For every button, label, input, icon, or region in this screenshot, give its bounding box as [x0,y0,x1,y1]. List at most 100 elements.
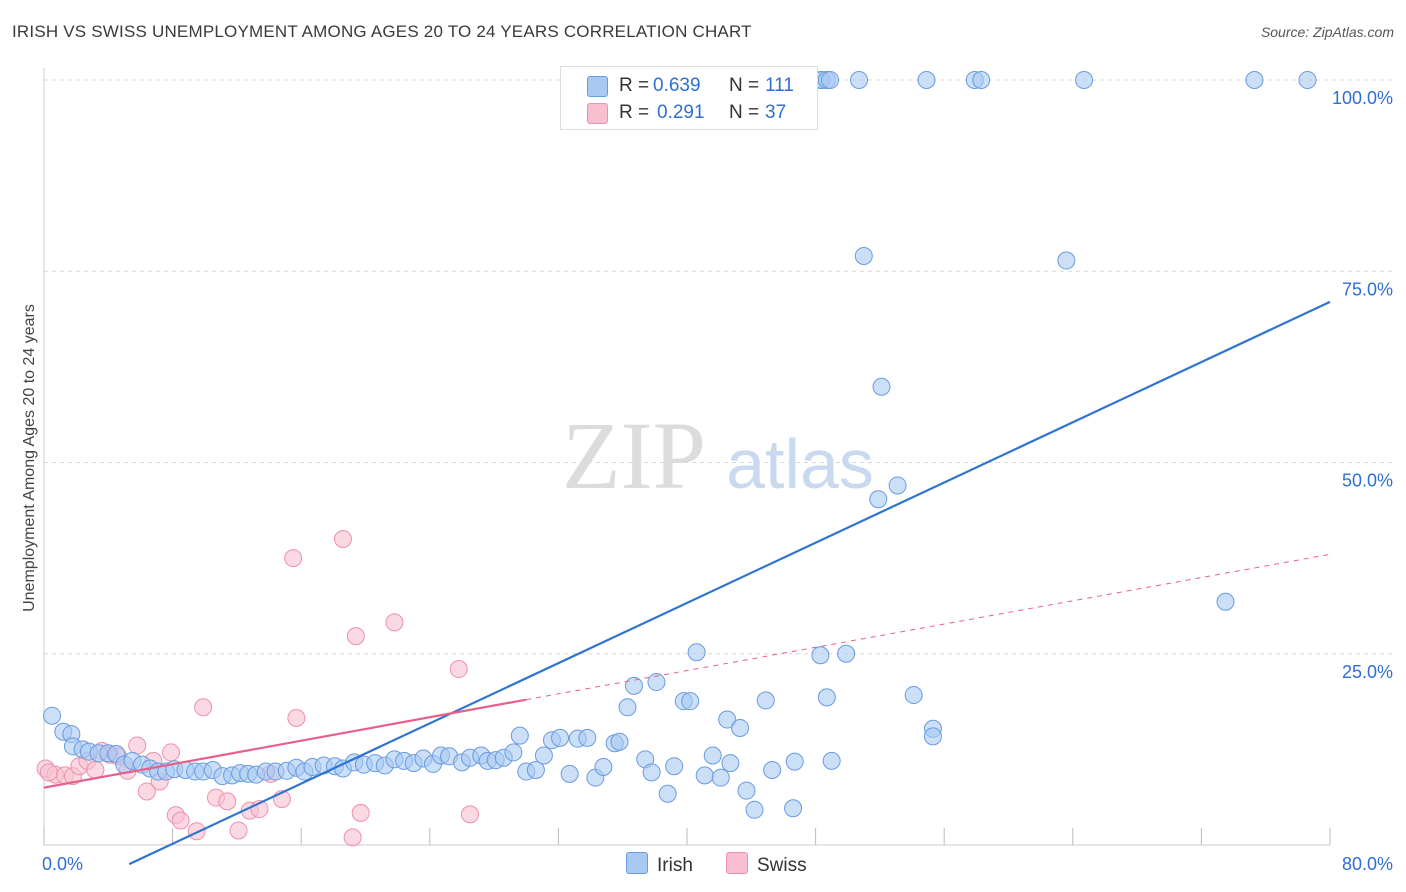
y-tick-label: 25.0% [1342,662,1393,682]
legend-label-irish: Irish [657,855,693,876]
irish-point [821,71,840,89]
r-value-irish: 0.639 [653,75,701,96]
n-value-swiss: 37 [765,102,787,123]
source-credit: Source: ZipAtlas.com [1260,24,1394,40]
irish-point [665,757,684,776]
r-label: R = [619,75,650,96]
tick-labels: 100.0% 75.0% 50.0% 25.0% 0.0% 80.0% [42,88,1393,874]
irish-point [1216,592,1235,611]
y-tick-label: 100.0% [1332,88,1393,108]
irish-point [817,688,836,707]
y-tick-label: 75.0% [1342,279,1393,299]
irish-point [904,686,923,705]
irish-point [731,718,750,737]
swiss-point [218,792,237,811]
legend-item-swiss[interactable]: Swiss [726,852,807,877]
correlation-legend: R = 0.639 N = 111 R = 0.291 N = 37 [560,66,818,130]
irish-point [756,691,775,710]
legend-item-irish[interactable]: Irish [626,852,693,877]
swiss-point [39,763,58,782]
irish-point [551,728,570,747]
irish-point [610,732,629,751]
irish-point [811,646,830,665]
n-label: N = [729,102,760,123]
irish-point [43,706,62,725]
irish-point [1057,251,1076,270]
irish-point [703,746,722,765]
swiss-point [284,549,303,568]
swiss-point [351,803,370,822]
trend-lines [43,300,1331,866]
r-value-swiss: 0.291 [657,102,705,123]
swiss-point [229,821,248,840]
irish-point [784,799,803,818]
irish-point [721,754,740,773]
irish-point [822,751,841,770]
irish-point [681,692,700,711]
irish-point [618,698,637,717]
swiss-point [333,530,352,548]
irish-point [658,784,677,803]
r-label: R = [619,102,650,123]
irish-point [854,246,873,265]
irish-point [711,768,730,787]
irish-point [624,676,643,695]
watermark-zip: ZIP [562,402,706,509]
irish-point [560,764,579,783]
irish-point [687,643,706,662]
watermark: ZIP atlas [562,402,874,509]
swiss-point [385,613,404,632]
irish-point [837,644,856,663]
irish-point [526,761,545,780]
irish-point [745,800,764,819]
swiss-point [128,736,147,755]
swiss-legend-swatch [726,852,748,874]
irish-point [534,746,553,765]
irish-point [510,726,529,745]
irish-point [917,71,936,89]
irish-point [642,763,661,782]
swiss-point [171,811,190,830]
irish-point [647,673,666,692]
swiss-swatch [587,103,608,124]
swiss-point [449,660,468,679]
legend-label-swiss: Swiss [757,855,807,876]
swiss-point [346,627,365,646]
irish-point [1075,71,1094,89]
swiss-trend-line [43,698,527,789]
swiss-series [36,530,479,847]
watermark-atlas: atlas [726,425,874,503]
irish-point [872,377,891,396]
swiss-point [161,743,180,762]
irish-point [1245,71,1264,89]
irish-point [1298,71,1317,89]
irish-series [43,71,1317,819]
swiss-point [343,828,362,847]
irish-point [695,766,714,785]
irish-swatch [587,76,608,97]
irish-legend-swatch [626,852,648,874]
swiss-point [460,805,479,824]
chart-title: IRISH VS SWISS UNEMPLOYMENT AMONG AGES 2… [12,22,752,41]
irish-point [972,71,991,89]
irish-point [737,781,756,800]
irish-point [850,71,869,89]
irish-point [869,490,888,509]
irish-trend-line [128,300,1331,866]
x-tick-label: 80.0% [1342,854,1393,874]
y-tick-label: 50.0% [1342,471,1393,491]
swiss-point [194,698,213,717]
irish-point [785,752,804,771]
irish-point [888,476,907,495]
swiss-trend-extension [526,553,1331,701]
irish-point [923,727,942,746]
irish-point [763,761,782,780]
irish-point [504,743,523,762]
n-value-irish: 111 [765,75,794,96]
irish-point [594,757,613,776]
swiss-point [187,822,206,841]
irish-point [718,710,737,729]
swiss-point [287,709,306,728]
swiss-point [86,761,105,780]
